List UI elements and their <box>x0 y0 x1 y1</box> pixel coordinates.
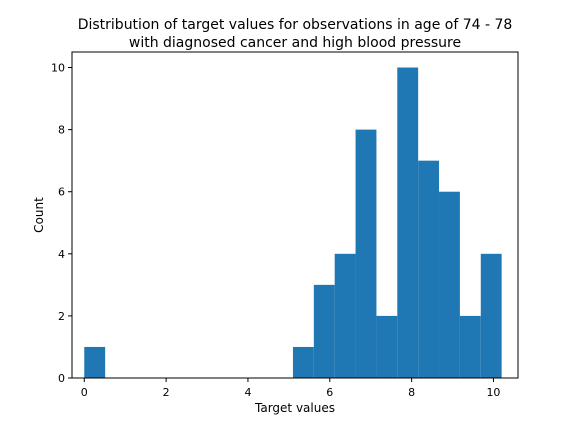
y-tick-label-5: 10 <box>51 62 65 75</box>
x-tick-label-0: 0 <box>81 386 88 399</box>
y-axis-ticks: 0 2 4 6 8 10 <box>51 62 72 385</box>
x-tick-label-2: 4 <box>244 386 251 399</box>
histogram-bar-0 <box>84 347 105 378</box>
chart-title-line-1: Distribution of target values for observ… <box>78 17 513 33</box>
histogram-bar-1 <box>293 347 314 378</box>
y-tick-label-3: 6 <box>58 186 65 199</box>
x-tick-label-3: 6 <box>326 386 333 399</box>
x-axis-label: Target values <box>254 401 335 415</box>
histogram-bar-8 <box>439 192 460 378</box>
x-tick-label-5: 10 <box>486 386 500 399</box>
histogram-bar-7 <box>418 161 439 378</box>
histogram-bar-5 <box>376 316 397 378</box>
y-tick-label-1: 2 <box>58 310 65 323</box>
y-tick-label-2: 4 <box>58 248 65 261</box>
histogram-bar-3 <box>335 254 356 378</box>
y-tick-label-0: 0 <box>58 372 65 385</box>
x-tick-label-1: 2 <box>163 386 170 399</box>
y-tick-label-4: 8 <box>58 124 65 137</box>
histogram-bar-4 <box>356 130 377 378</box>
chart-title-line-2: with diagnosed cancer and high blood pre… <box>129 35 461 51</box>
x-tick-label-4: 8 <box>408 386 415 399</box>
histogram-bar-2 <box>314 285 335 378</box>
y-axis-label: Count <box>32 197 46 233</box>
x-axis-ticks: 0 2 4 6 8 10 <box>81 378 501 399</box>
bars-group <box>84 68 501 378</box>
histogram-bar-10 <box>481 254 502 378</box>
histogram-bar-9 <box>460 316 481 378</box>
histogram-bar-6 <box>397 68 418 378</box>
